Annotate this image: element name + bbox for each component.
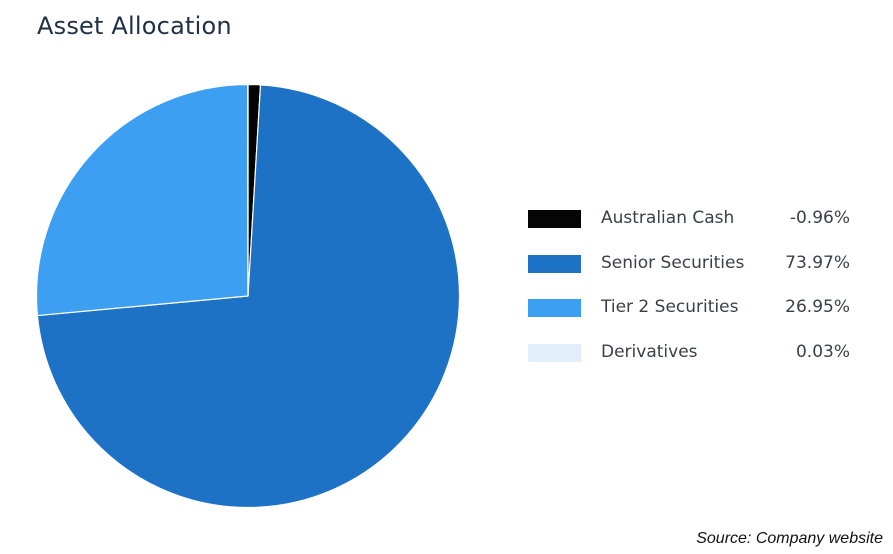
pie-slice-tier-2-securities bbox=[35, 83, 249, 317]
legend-label: Senior Securities bbox=[601, 252, 745, 273]
legend-swatch bbox=[528, 210, 581, 228]
legend-item-australian-cash: Australian Cash -0.96% bbox=[528, 197, 853, 242]
legend-label: Australian Cash bbox=[601, 208, 735, 228]
legend-item-tier-2-securities: Tier 2 Securities 26.95% bbox=[528, 286, 853, 331]
legend-value: 0.03% bbox=[795, 341, 850, 362]
legend-value: 73.97% bbox=[785, 252, 850, 273]
chart-title: Asset Allocation bbox=[37, 12, 232, 40]
legend-item-derivatives: Derivatives 0.03% bbox=[528, 331, 853, 376]
legend-item-senior-securities: Senior Securities 73.97% bbox=[528, 242, 853, 287]
legend-label: Tier 2 Securities bbox=[601, 297, 739, 317]
legend-swatch bbox=[528, 343, 581, 362]
legend-swatch bbox=[528, 254, 581, 273]
legend: Australian Cash -0.96% Senior Securities… bbox=[528, 197, 853, 375]
legend-swatch bbox=[528, 299, 581, 317]
source-note: Source: Company website bbox=[696, 530, 883, 547]
legend-value: -0.96% bbox=[789, 208, 850, 228]
legend-label: Derivatives bbox=[601, 341, 698, 362]
legend-value: 26.95% bbox=[785, 297, 850, 317]
